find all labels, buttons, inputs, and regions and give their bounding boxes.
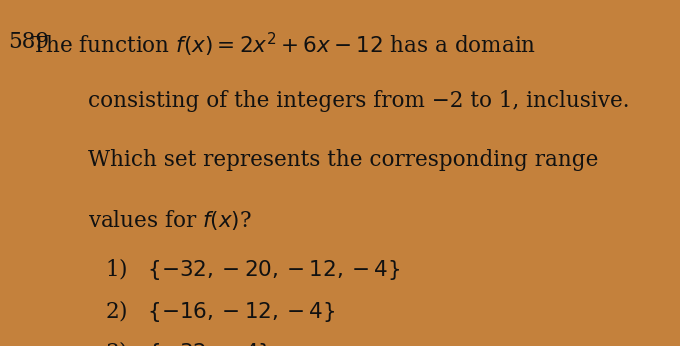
Text: 589: 589 bbox=[8, 31, 49, 53]
Text: 3)   $\{-32, -4\}$: 3) $\{-32, -4\}$ bbox=[105, 339, 271, 346]
Text: values for $f(x)$?: values for $f(x)$? bbox=[88, 208, 252, 231]
Text: 2)   $\{-16, -12, -4\}$: 2) $\{-16, -12, -4\}$ bbox=[105, 298, 336, 324]
Text: consisting of the integers from −2 to 1, inclusive.: consisting of the integers from −2 to 1,… bbox=[88, 90, 630, 112]
Text: 1)   $\{-32, -20, -12, -4\}$: 1) $\{-32, -20, -12, -4\}$ bbox=[105, 256, 401, 282]
Text: The function $f(x) = 2x^2 + 6x - 12$ has a domain: The function $f(x) = 2x^2 + 6x - 12$ has… bbox=[31, 31, 536, 60]
Text: Which set represents the corresponding range: Which set represents the corresponding r… bbox=[88, 149, 599, 171]
